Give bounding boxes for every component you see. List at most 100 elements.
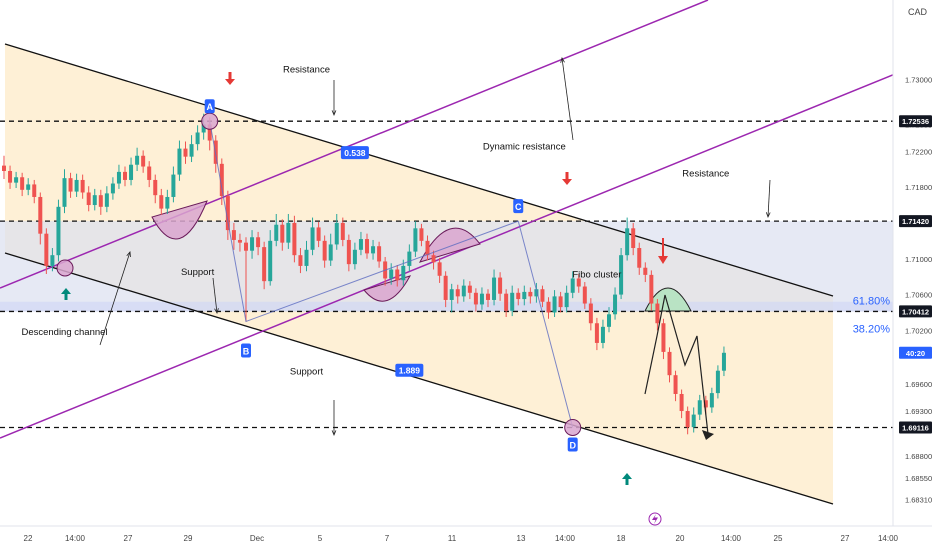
candle-body[interactable] bbox=[298, 255, 303, 266]
candle-body[interactable] bbox=[691, 414, 696, 428]
candle[interactable] bbox=[679, 389, 684, 419]
candle[interactable] bbox=[183, 141, 188, 164]
candle[interactable] bbox=[504, 289, 509, 317]
candle-body[interactable] bbox=[38, 196, 43, 234]
candle-body[interactable] bbox=[715, 370, 720, 394]
candle[interactable] bbox=[582, 282, 587, 309]
time-axis[interactable]: 22 14:00 27 29 Dec 5 7 11 13 14:00 18 20 14:00 25 27 14… bbox=[24, 534, 899, 543]
candle[interactable] bbox=[492, 269, 497, 306]
price-axis[interactable]: 1.730001.725001.722001.718001.710001.706… bbox=[899, 76, 932, 505]
candle[interactable] bbox=[358, 231, 363, 256]
candle-body[interactable] bbox=[147, 166, 152, 180]
candle[interactable] bbox=[461, 279, 466, 302]
candle[interactable] bbox=[588, 298, 593, 331]
candle-body[interactable] bbox=[473, 292, 478, 305]
candle[interactable] bbox=[328, 233, 333, 266]
candle-body[interactable] bbox=[661, 323, 666, 352]
projection-path[interactable] bbox=[644, 294, 709, 435]
candle-body[interactable] bbox=[534, 289, 539, 297]
wave-label-b[interactable]: B bbox=[243, 346, 250, 356]
candle[interactable] bbox=[135, 147, 140, 171]
buy-arrow-d-icon[interactable] bbox=[622, 473, 632, 485]
candle[interactable] bbox=[346, 234, 351, 272]
candle[interactable] bbox=[516, 288, 521, 306]
wave-label-box-a[interactable] bbox=[204, 99, 215, 114]
candle-body[interactable] bbox=[244, 242, 248, 251]
candle-body[interactable] bbox=[697, 400, 702, 415]
candle-body[interactable] bbox=[389, 269, 394, 279]
candle-body[interactable] bbox=[709, 393, 714, 408]
candle[interactable] bbox=[316, 222, 321, 248]
candle[interactable] bbox=[510, 285, 515, 317]
candle-body[interactable] bbox=[207, 124, 212, 141]
candle-body[interactable] bbox=[2, 165, 6, 171]
candle-body[interactable] bbox=[20, 177, 25, 190]
candle-body[interactable] bbox=[165, 196, 170, 209]
candle[interactable] bbox=[340, 217, 345, 247]
candle-body[interactable] bbox=[685, 411, 690, 428]
candle[interactable] bbox=[116, 164, 121, 189]
ratio-label[interactable]: 0.538 bbox=[344, 148, 366, 158]
candle-body[interactable] bbox=[32, 184, 37, 197]
candle[interactable] bbox=[498, 272, 503, 301]
candle-body[interactable] bbox=[637, 248, 642, 268]
candle[interactable] bbox=[486, 289, 490, 308]
candle[interactable] bbox=[594, 317, 599, 351]
candle-body[interactable] bbox=[237, 239, 242, 243]
candle[interactable] bbox=[607, 307, 611, 333]
candle-body[interactable] bbox=[80, 179, 85, 193]
candle-body[interactable] bbox=[110, 183, 115, 194]
fibo-arrow-icon[interactable] bbox=[658, 256, 668, 264]
channel-lower-line[interactable] bbox=[4, 252, 834, 505]
candle-body[interactable] bbox=[437, 262, 442, 276]
sell-arrow-c-icon[interactable] bbox=[562, 172, 572, 185]
candle[interactable] bbox=[38, 192, 43, 245]
candle-body[interactable] bbox=[516, 292, 521, 300]
sell-arrow-a-icon[interactable] bbox=[225, 72, 235, 85]
candle[interactable] bbox=[431, 250, 436, 270]
candle[interactable] bbox=[540, 285, 545, 308]
candle-body[interactable] bbox=[250, 237, 255, 251]
candle[interactable] bbox=[219, 158, 224, 206]
candle-body[interactable] bbox=[26, 184, 31, 190]
candle[interactable] bbox=[274, 213, 279, 247]
candle[interactable] bbox=[147, 161, 152, 188]
candle[interactable] bbox=[473, 288, 478, 312]
price-badge[interactable] bbox=[899, 421, 932, 434]
candle[interactable] bbox=[655, 299, 660, 331]
wave-label-d[interactable]: D bbox=[569, 440, 576, 450]
ratio-label-box[interactable] bbox=[340, 146, 369, 160]
candle[interactable] bbox=[250, 230, 255, 259]
candle-body[interactable] bbox=[625, 228, 630, 256]
candle[interactable] bbox=[564, 285, 569, 313]
candle-body[interactable] bbox=[286, 222, 291, 243]
candle[interactable] bbox=[92, 188, 97, 211]
candle[interactable] bbox=[437, 257, 442, 283]
candle[interactable] bbox=[298, 248, 303, 274]
candle-body[interactable] bbox=[340, 222, 345, 240]
candle-body[interactable] bbox=[655, 303, 660, 324]
candle[interactable] bbox=[661, 318, 666, 360]
candle[interactable] bbox=[721, 346, 726, 377]
candle[interactable] bbox=[104, 186, 109, 213]
candle-body[interactable] bbox=[280, 224, 285, 243]
candle[interactable] bbox=[534, 282, 539, 303]
candle-body[interactable] bbox=[371, 246, 376, 254]
candle[interactable] bbox=[177, 140, 182, 181]
candle[interactable] bbox=[74, 173, 79, 197]
candle-body[interactable] bbox=[667, 351, 672, 376]
candle[interactable] bbox=[225, 190, 230, 240]
candle-body[interactable] bbox=[461, 285, 466, 297]
candle-body[interactable] bbox=[8, 170, 13, 183]
candle[interactable] bbox=[256, 231, 261, 256]
ratio-label-box[interactable] bbox=[395, 363, 424, 377]
candle-body[interactable] bbox=[129, 164, 134, 180]
candle-body[interactable] bbox=[643, 267, 648, 275]
candle-body[interactable] bbox=[153, 179, 158, 196]
candle-body[interactable] bbox=[492, 277, 497, 300]
candle-body[interactable] bbox=[419, 228, 424, 241]
candle[interactable] bbox=[455, 284, 460, 304]
candle[interactable] bbox=[268, 230, 273, 286]
candle[interactable] bbox=[352, 242, 357, 270]
candle-body[interactable] bbox=[50, 255, 55, 266]
